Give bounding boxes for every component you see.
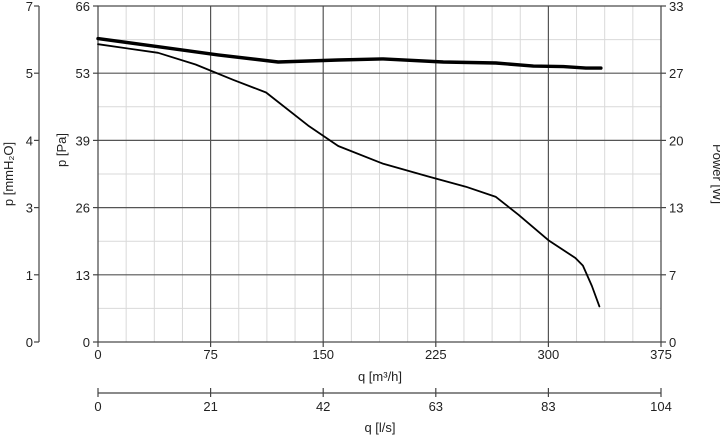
power-curve-line [96, 36, 603, 70]
x-tick-label: 75 [203, 347, 217, 362]
y-left-inner-tick-label: 13 [76, 268, 90, 283]
x-tick-label: 225 [425, 347, 447, 362]
y-right-tick-label: 33 [669, 0, 683, 14]
y-left-outer-tick-label: 5 [26, 66, 33, 81]
y-right-axis-title: Power [W] [710, 144, 720, 204]
y-left-outer-axis-title: p [mmH₂O] [1, 142, 16, 206]
x2-tick-label: 83 [541, 399, 555, 414]
x-tick-label: 0 [94, 347, 101, 362]
y-left-inner-tick-label: 0 [83, 335, 90, 350]
y-right-tick-label: 7 [669, 268, 676, 283]
y-left-outer-tick-label: 0 [26, 335, 33, 350]
x-tick-label: 375 [650, 347, 672, 362]
y-left-inner-tick-label: 53 [76, 66, 90, 81]
x2-tick-label: 104 [650, 399, 672, 414]
y-left-outer-tick-label: 3 [26, 201, 33, 216]
axes [34, 5, 666, 397]
x2-tick-label: 42 [316, 399, 330, 414]
y-left-outer-tick-label: 7 [26, 0, 33, 14]
x2-tick-label: 0 [94, 399, 101, 414]
y-right-tick-label: 0 [669, 335, 676, 350]
grid-minor [98, 6, 661, 342]
x-tick-label: 300 [538, 347, 560, 362]
x2-axis-title: q [l/s] [364, 420, 395, 435]
pressure-curve-line [97, 43, 601, 308]
x-axis-title: q [m³/h] [358, 369, 402, 384]
y-left-inner-axis-title: p [Pa] [54, 133, 69, 167]
x2-tick-label: 63 [429, 399, 443, 414]
y-left-outer-tick-label: 4 [26, 133, 33, 148]
plot-frame [97, 5, 662, 343]
x2-tick-label: 21 [203, 399, 217, 414]
y-left-outer-tick-label: 1 [26, 268, 33, 283]
y-left-inner-tick-label: 26 [76, 201, 90, 216]
grid-major [98, 6, 661, 342]
y-right-tick-label: 27 [669, 66, 683, 81]
x-tick-label: 150 [312, 347, 334, 362]
y-right-tick-label: 20 [669, 133, 683, 148]
y-right-tick-label: 13 [669, 201, 683, 216]
y-left-inner-tick-label: 39 [76, 133, 90, 148]
series-group [96, 36, 603, 308]
y-left-inner-tick-label: 66 [76, 0, 90, 14]
